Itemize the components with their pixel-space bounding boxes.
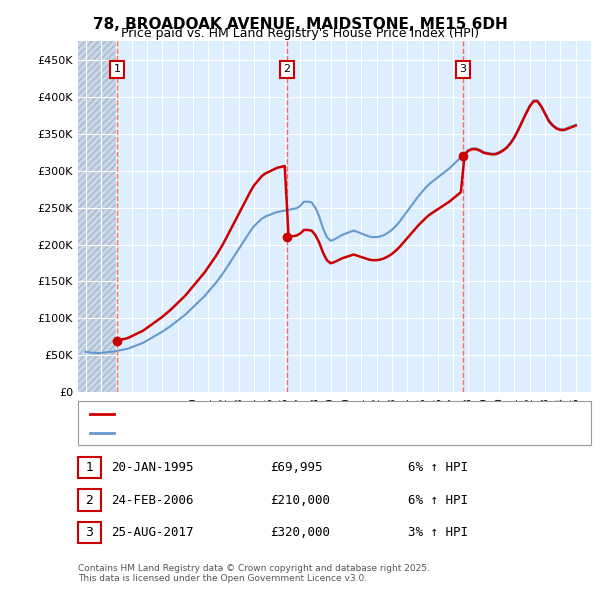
Text: Contains HM Land Registry data © Crown copyright and database right 2025.
This d: Contains HM Land Registry data © Crown c… (78, 563, 430, 583)
Text: £320,000: £320,000 (270, 526, 330, 539)
Text: 24-FEB-2006: 24-FEB-2006 (111, 493, 193, 507)
Text: 1: 1 (113, 64, 121, 74)
Text: 20-JAN-1995: 20-JAN-1995 (111, 461, 193, 474)
Text: £210,000: £210,000 (270, 493, 330, 507)
Text: 6% ↑ HPI: 6% ↑ HPI (408, 461, 468, 474)
Text: 3: 3 (85, 526, 94, 539)
Text: HPI: Average price, semi-detached house, Maidstone: HPI: Average price, semi-detached house,… (120, 428, 395, 438)
Text: 78, BROADOAK AVENUE, MAIDSTONE, ME15 6DH: 78, BROADOAK AVENUE, MAIDSTONE, ME15 6DH (92, 17, 508, 31)
Text: 2: 2 (85, 493, 94, 507)
Text: Price paid vs. HM Land Registry's House Price Index (HPI): Price paid vs. HM Land Registry's House … (121, 27, 479, 40)
Text: 3: 3 (460, 64, 467, 74)
Text: 6% ↑ HPI: 6% ↑ HPI (408, 493, 468, 507)
Text: 3% ↑ HPI: 3% ↑ HPI (408, 526, 468, 539)
Text: 78, BROADOAK AVENUE, MAIDSTONE, ME15 6DH (semi-detached house): 78, BROADOAK AVENUE, MAIDSTONE, ME15 6DH… (120, 409, 498, 418)
Text: £69,995: £69,995 (270, 461, 323, 474)
Text: 25-AUG-2017: 25-AUG-2017 (111, 526, 193, 539)
Text: 2: 2 (283, 64, 290, 74)
Text: 1: 1 (85, 461, 94, 474)
